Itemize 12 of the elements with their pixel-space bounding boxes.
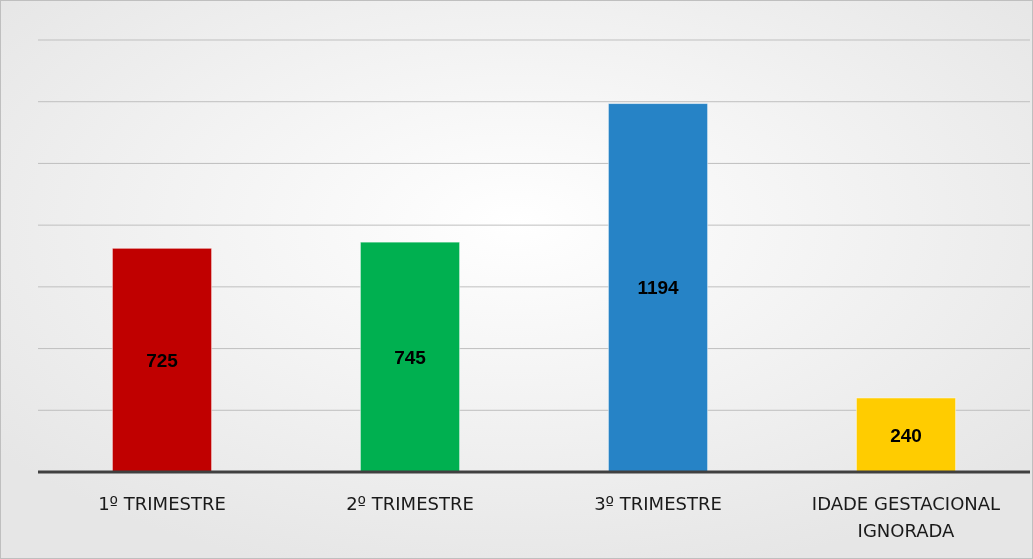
x-tick-label: 1º TRIMESTRE — [98, 493, 226, 514]
x-tick-label: IDADE GESTACIONAL IGNORADA — [811, 493, 1001, 541]
data-label: 725 — [146, 349, 179, 371]
data-label: 240 — [890, 424, 922, 446]
bar — [607, 103, 709, 473]
data-label: 1194 — [637, 277, 680, 299]
bar — [855, 397, 957, 473]
x-tick-label: 3º TRIMESTRE — [594, 493, 722, 514]
bar — [359, 241, 461, 473]
data-label: 745 — [394, 346, 427, 368]
bar — [111, 247, 213, 473]
x-tick-label: 2º TRIMESTRE — [346, 493, 474, 514]
